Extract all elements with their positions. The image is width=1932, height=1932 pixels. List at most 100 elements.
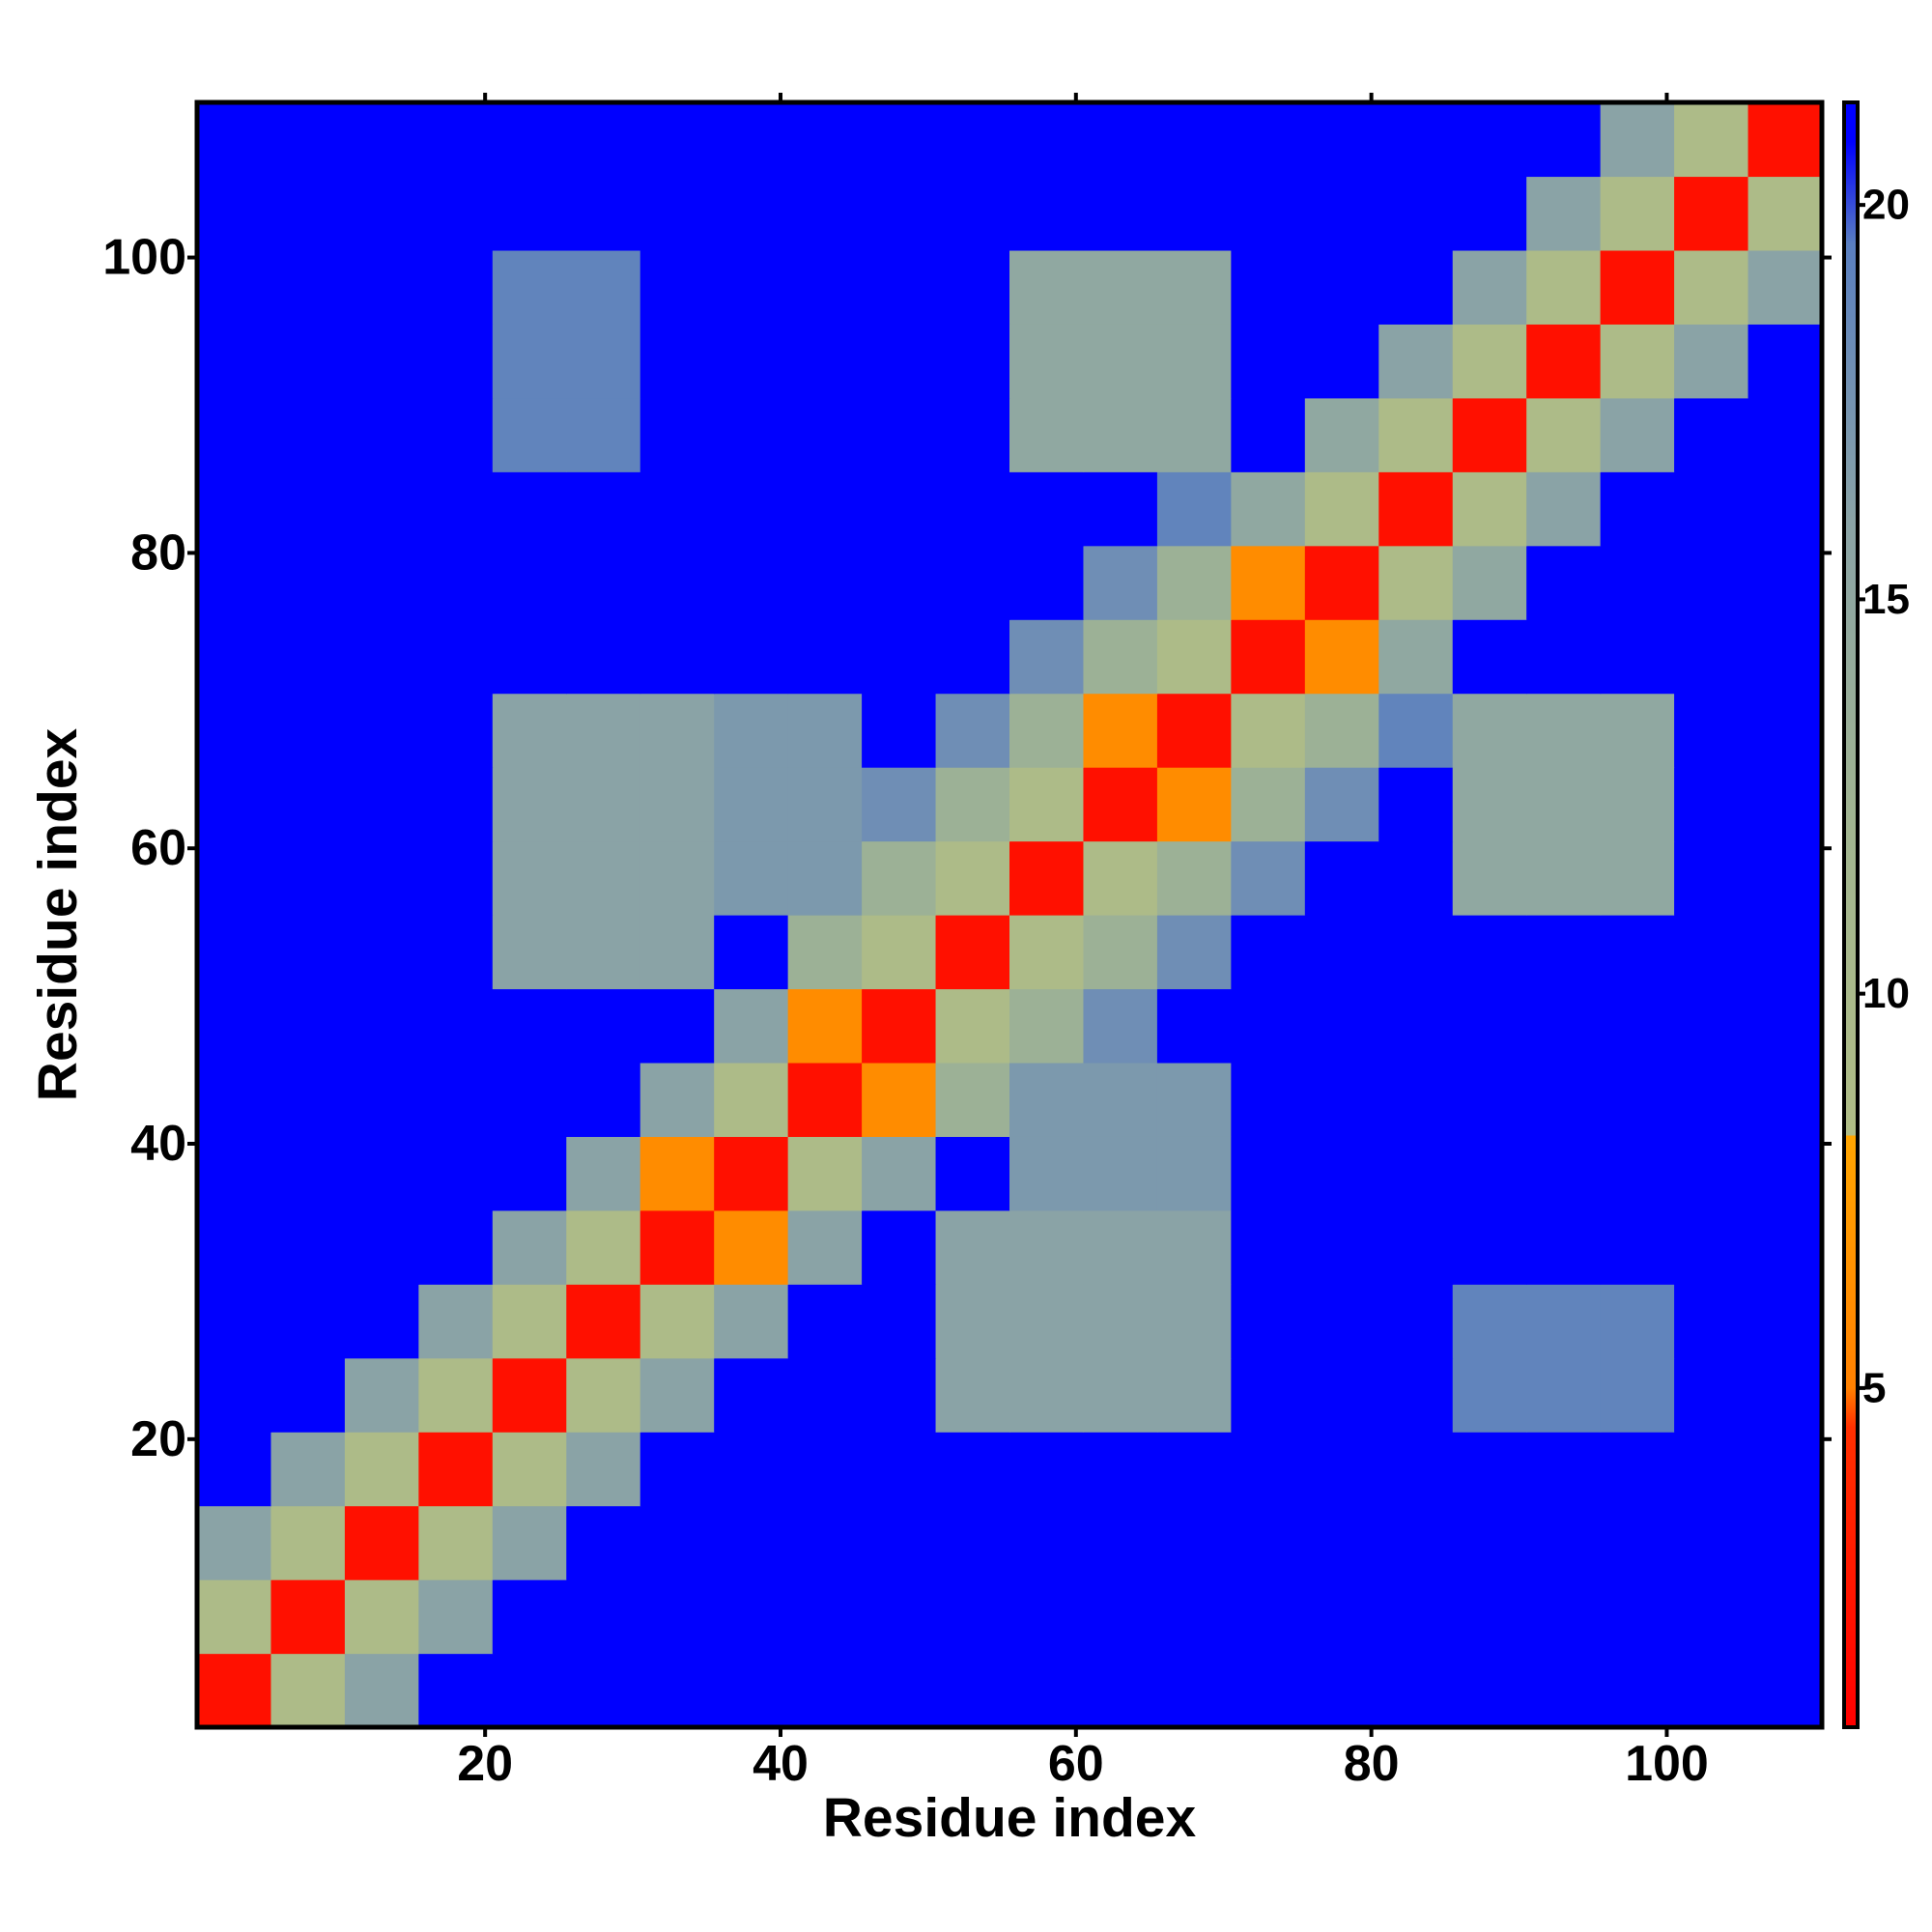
heatmap-cell	[1304, 1653, 1379, 1728]
heatmap-cell	[1452, 619, 1527, 695]
heatmap-cell	[492, 176, 567, 251]
heatmap-cell	[1526, 545, 1602, 620]
heatmap-cell	[639, 324, 715, 399]
heatmap-cell	[492, 1357, 567, 1433]
heatmap-cell	[787, 1579, 863, 1655]
heatmap-cell	[1231, 545, 1306, 620]
heatmap-cell	[1600, 471, 1675, 547]
heatmap-cell	[566, 915, 641, 990]
heatmap-cell	[714, 619, 789, 695]
heatmap-cell	[1600, 619, 1675, 695]
heatmap-cells	[197, 102, 1823, 1728]
heatmap-cell	[344, 1432, 419, 1507]
heatmap-cell	[1747, 1432, 1823, 1507]
heatmap-cell	[1304, 1357, 1379, 1433]
heatmap-cell	[714, 915, 789, 990]
heatmap-cell	[492, 1209, 567, 1285]
heatmap-cell	[1156, 1062, 1232, 1137]
heatmap-cell	[639, 1505, 715, 1580]
heatmap-cell	[344, 915, 419, 990]
heatmap-cell	[1156, 1579, 1232, 1655]
heatmap-cell	[714, 840, 789, 916]
heatmap-cell	[1304, 1579, 1379, 1655]
heatmap-cell	[1747, 1579, 1823, 1655]
heatmap-cell	[1600, 1653, 1675, 1728]
heatmap-cell	[935, 1357, 1010, 1433]
colorbar-tick-label: 20	[1862, 182, 1910, 229]
heatmap-cell	[1526, 1357, 1602, 1433]
heatmap-cell	[787, 915, 863, 990]
heatmap-cell	[1378, 988, 1454, 1064]
heatmap-cell	[1231, 619, 1306, 695]
heatmap-cell	[344, 767, 419, 842]
heatmap-cell	[492, 619, 567, 695]
heatmap-cell	[935, 1284, 1010, 1359]
heatmap-cell	[714, 471, 789, 547]
heatmap-cell	[1009, 1284, 1085, 1359]
heatmap-cell	[1083, 176, 1158, 251]
heatmap-cell	[1009, 1209, 1085, 1285]
heatmap-cell	[1378, 693, 1454, 768]
heatmap-cell	[344, 1209, 419, 1285]
heatmap-cell	[418, 102, 494, 178]
heatmap-cell	[1674, 1579, 1749, 1655]
heatmap-cell	[1156, 1432, 1232, 1507]
heatmap-cell	[566, 988, 641, 1064]
heatmap-cell	[639, 249, 715, 325]
heatmap-cell	[344, 545, 419, 620]
heatmap-cell	[1674, 1136, 1749, 1211]
heatmap-cell	[935, 915, 1010, 990]
heatmap-cell	[1674, 1653, 1749, 1728]
heatmap-cell	[344, 1284, 419, 1359]
heatmap-cell	[1378, 102, 1454, 178]
heatmap-cell	[197, 1136, 272, 1211]
heatmap-cell	[787, 397, 863, 472]
heatmap-cell	[935, 397, 1010, 472]
heatmap-cell	[1009, 471, 1085, 547]
heatmap-cell	[270, 1209, 346, 1285]
heatmap-cell	[1600, 176, 1675, 251]
heatmap-cell	[714, 693, 789, 768]
heatmap-cell	[270, 1653, 346, 1728]
heatmap-cell	[1083, 988, 1158, 1064]
heatmap-cell	[566, 619, 641, 695]
heatmap-cell	[1378, 619, 1454, 695]
heatmap-cell	[566, 1357, 641, 1433]
heatmap-cell	[566, 840, 641, 916]
heatmap-cell	[344, 1062, 419, 1137]
heatmap-cell	[1378, 1136, 1454, 1211]
heatmap-cell	[862, 1579, 937, 1655]
heatmap-cell	[492, 840, 567, 916]
heatmap-cell	[862, 915, 937, 990]
heatmap-cell	[1378, 1357, 1454, 1433]
heatmap-cell	[1674, 1284, 1749, 1359]
heatmap-cell	[1304, 1505, 1379, 1580]
heatmap-cell	[1674, 915, 1749, 990]
y-tick-label: 100	[102, 230, 186, 286]
heatmap-cell	[787, 102, 863, 178]
heatmap-cell	[418, 324, 494, 399]
heatmap-cell	[1231, 1062, 1306, 1137]
heatmap-cell	[1304, 988, 1379, 1064]
heatmap-cell	[1378, 471, 1454, 547]
heatmap-cell	[1452, 1209, 1527, 1285]
heatmap-cell	[1083, 1284, 1158, 1359]
heatmap-cell	[1009, 1653, 1085, 1728]
heatmap-cell	[1452, 1579, 1527, 1655]
heatmap-cell	[344, 1653, 419, 1728]
heatmap-cell	[1452, 545, 1527, 620]
heatmap-cell	[935, 545, 1010, 620]
heatmap-cell	[197, 397, 272, 472]
heatmap-cell	[935, 1653, 1010, 1728]
heatmap-cell	[344, 619, 419, 695]
heatmap-cell	[197, 693, 272, 768]
heatmap-cell	[492, 1062, 567, 1137]
heatmap-cell	[270, 1505, 346, 1580]
heatmap-cell	[1231, 767, 1306, 842]
heatmap-cell	[714, 397, 789, 472]
heatmap-cell	[1452, 397, 1527, 472]
heatmap-cell	[1009, 1062, 1085, 1137]
heatmap-cell	[418, 693, 494, 768]
heatmap-cell	[1083, 1579, 1158, 1655]
